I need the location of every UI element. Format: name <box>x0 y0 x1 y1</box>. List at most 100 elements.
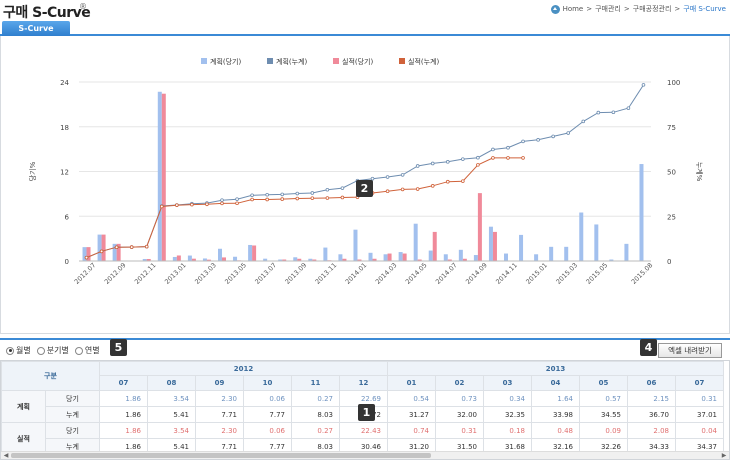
line-point <box>310 196 315 200</box>
radio-monthly[interactable]: 월별 <box>6 345 31 356</box>
table-cell: 0.18 <box>483 422 532 439</box>
x-tick-label: 2013.01 <box>163 261 188 286</box>
marker-badge-1: 1 <box>358 404 375 421</box>
legend-swatch <box>333 58 339 64</box>
radio-yearly[interactable]: 연별 <box>74 345 100 356</box>
bar-plan <box>504 253 508 261</box>
line-point <box>250 197 254 202</box>
breadcrumb-home[interactable]: Home <box>562 5 584 13</box>
scroll-left-icon[interactable]: ◀ <box>3 452 9 459</box>
bar-plan <box>97 234 102 261</box>
y-left-tick-label: 6 <box>65 213 70 221</box>
line-point <box>461 179 465 183</box>
line-point <box>265 197 269 202</box>
line-point <box>144 244 149 249</box>
table-cell: 37.01 <box>675 406 724 423</box>
x-tick-label: 2013.03 <box>193 261 218 286</box>
breadcrumb-current: 구매 S-Curve <box>683 5 726 13</box>
line-point <box>596 110 601 115</box>
month-header: 03 <box>483 375 532 391</box>
home-icon[interactable] <box>550 4 560 14</box>
bar-plan <box>308 258 313 261</box>
table-cell: 0.04 <box>675 422 724 439</box>
bar-plan <box>443 254 448 261</box>
line-point <box>84 255 89 260</box>
line-point <box>220 201 224 206</box>
line-point <box>641 83 646 87</box>
table-cell: 32.35 <box>483 406 532 423</box>
bar-actual <box>447 259 452 261</box>
table-cell: 3.54 <box>147 390 196 407</box>
table-cell: 2.15 <box>627 390 676 407</box>
scrollbar-thumb[interactable] <box>11 453 431 458</box>
table-cell: 0.09 <box>579 422 628 439</box>
breadcrumb-separator: > <box>623 5 630 13</box>
line-point <box>159 204 164 209</box>
row-sub-header: 당기 <box>45 390 100 407</box>
data-grid: 구분 2012 2013 07 08 09 10 11 12 01 02 03 04 05 06 07 계획 당… <box>0 360 730 460</box>
table-cell: 0.06 <box>243 390 292 407</box>
breadcrumb: Home > 구매관리 > 구매공정관리 > 구매 S-Curve <box>550 4 726 14</box>
bar-plan <box>519 234 524 261</box>
x-tick-label: 2014.03 <box>374 261 399 286</box>
line-point <box>521 139 525 144</box>
month-header: 06 <box>627 375 676 391</box>
table-cell: 31.27 <box>387 406 436 423</box>
page-header: 구매 S-Curve ® Home > 구매관리 > 구매공정관리 > 구매 S… <box>0 0 730 21</box>
line-point <box>626 106 631 110</box>
bar-actual <box>342 258 347 261</box>
bar-plan <box>112 243 117 261</box>
line-point <box>325 187 330 192</box>
y-left-tick-label: 12 <box>60 169 69 177</box>
y-left-tick-label: 24 <box>60 79 69 87</box>
line-point <box>175 203 179 207</box>
title-mark-icon: ® <box>79 2 87 11</box>
year-header: 2013 <box>387 361 724 376</box>
bar-plan <box>413 223 418 261</box>
breadcrumb-purchase[interactable]: 구매관리 <box>595 5 621 13</box>
line-point <box>129 245 134 249</box>
breadcrumb-process[interactable]: 구매공정관리 <box>632 5 672 13</box>
x-tick-label: 2012.11 <box>133 261 158 286</box>
bar-plan <box>293 257 298 261</box>
legend-label: 실적(당기) <box>342 57 373 66</box>
radio-button-icon[interactable] <box>6 346 14 355</box>
month-header: 02 <box>435 375 484 391</box>
table-cell: 0.34 <box>483 390 532 407</box>
x-tick-label: 2012.09 <box>103 261 128 286</box>
line-point <box>340 195 345 200</box>
bar-actual <box>116 243 121 261</box>
bar-plan <box>323 247 328 261</box>
y-right-tick-label: 100 <box>667 79 680 87</box>
radio-quarterly[interactable]: 분기별 <box>36 345 69 356</box>
excel-download-button[interactable]: 엑셀 내려받기 <box>658 343 722 358</box>
x-tick-label: 2015.01 <box>524 261 549 286</box>
tab-s-curve[interactable]: S-Curve <box>2 21 70 36</box>
bar-plan <box>157 91 162 261</box>
horizontal-scrollbar[interactable]: ◀ ▶ <box>1 451 729 459</box>
table-cell: 0.06 <box>243 422 292 439</box>
line-point <box>491 156 495 160</box>
bar-actual <box>252 245 257 261</box>
line-point <box>430 184 435 188</box>
line-point <box>476 163 480 167</box>
x-tick-label: 2014.09 <box>464 261 489 286</box>
table-cell: 2.30 <box>195 422 244 439</box>
bar-actual <box>387 253 392 261</box>
radio-button-icon[interactable] <box>74 346 83 355</box>
bar-actual <box>222 257 226 261</box>
table-cell: 0.74 <box>387 422 436 439</box>
bar-plan <box>624 243 629 261</box>
line-point <box>476 155 480 160</box>
line-point <box>310 191 315 195</box>
line-point <box>415 164 420 168</box>
bar-actual <box>492 231 497 261</box>
month-header: 12 <box>339 375 388 391</box>
table-cell: 1.86 <box>99 422 148 439</box>
bar-plan <box>579 212 584 261</box>
x-tick-label: 2015.03 <box>554 261 579 286</box>
radio-button-icon[interactable] <box>36 346 45 355</box>
scroll-right-icon[interactable]: ▶ <box>721 452 727 459</box>
bar-actual <box>372 258 377 261</box>
